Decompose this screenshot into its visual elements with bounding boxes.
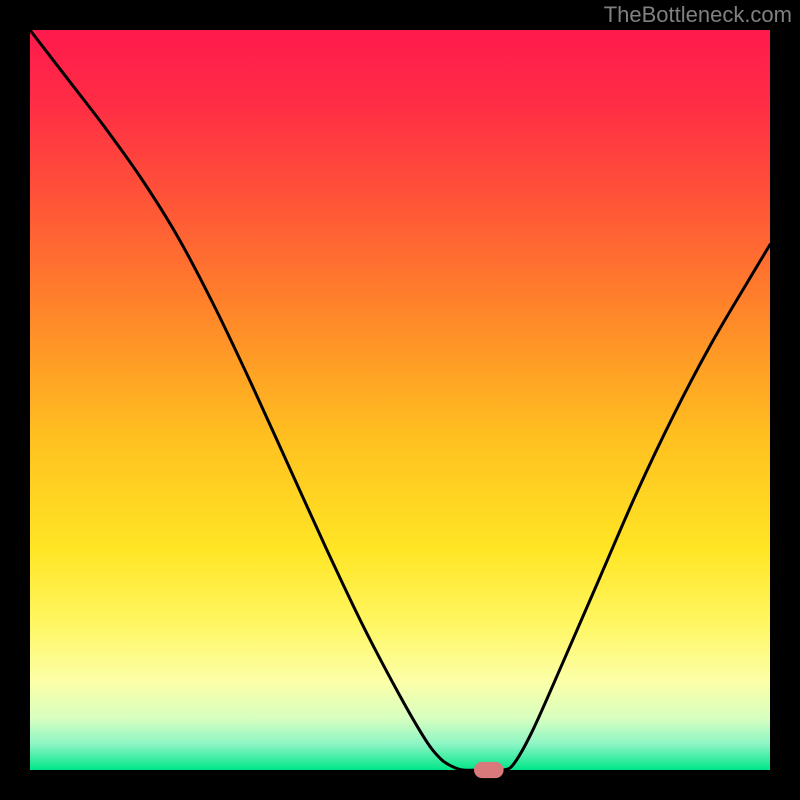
optimal-marker (474, 762, 504, 778)
chart-plot-area (30, 30, 770, 770)
chart-stage: TheBottleneck.com (0, 0, 800, 800)
bottleneck-chart (0, 0, 800, 800)
